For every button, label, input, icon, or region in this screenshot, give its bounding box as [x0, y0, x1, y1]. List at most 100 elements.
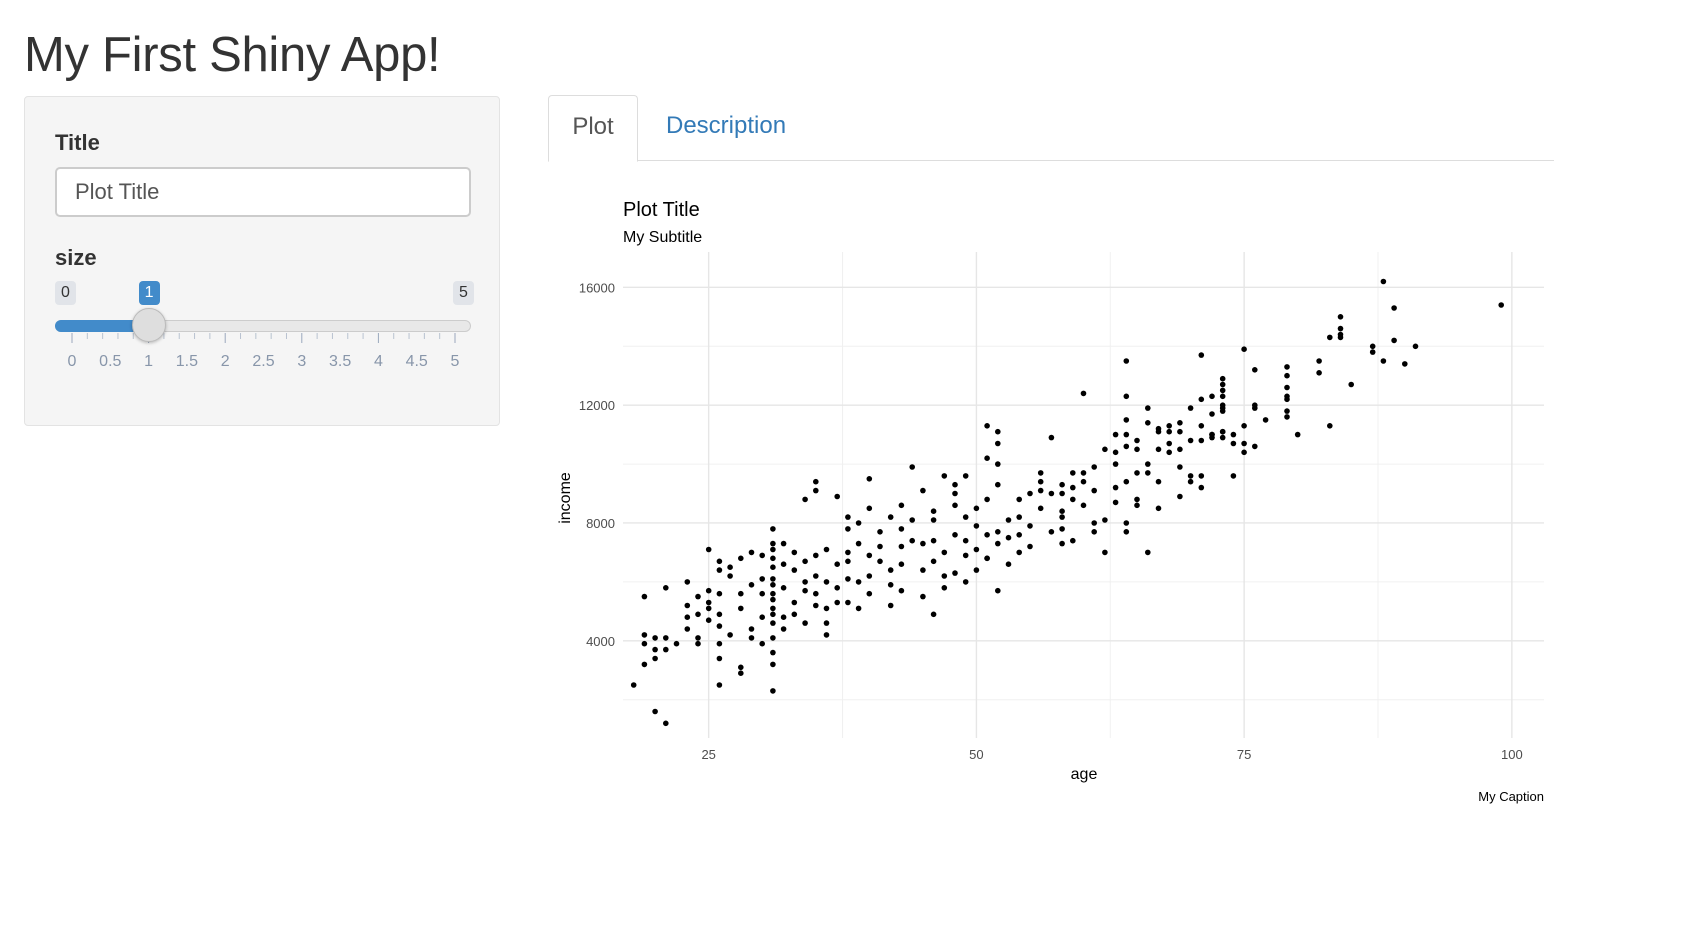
scatter-point	[1134, 446, 1140, 453]
slider-tick-label: 1	[144, 353, 153, 370]
scatter-point	[1016, 549, 1022, 556]
scatter-point	[930, 611, 937, 618]
scatter-point	[641, 640, 648, 647]
scatter-point	[941, 473, 948, 479]
scatter-point	[1219, 381, 1226, 388]
scatter-point	[920, 540, 926, 547]
scatter-point	[663, 720, 669, 727]
scatter-point	[1059, 481, 1065, 488]
scatter-point	[1112, 431, 1119, 438]
scatter-point	[909, 517, 915, 523]
scatter-plot: 25 50 75 100 4000 8000 12000 16000 Plot Title M…	[557, 199, 1544, 804]
scatter-point	[652, 646, 658, 653]
scatter-point	[1059, 508, 1065, 514]
scatter-point	[695, 611, 701, 618]
scatter-point	[1070, 537, 1076, 544]
scatter-point	[941, 585, 948, 591]
scatter-point	[748, 635, 755, 641]
scatter-point	[952, 502, 958, 509]
scatter-point	[1102, 517, 1108, 523]
scatter-point	[952, 570, 958, 576]
scatter-point	[716, 611, 723, 618]
scatter-point	[845, 514, 851, 520]
scatter-point	[1380, 278, 1387, 285]
scatter-point	[1016, 532, 1022, 538]
scatter-point	[759, 552, 765, 559]
scatter-point	[748, 549, 755, 556]
scatter-point	[1059, 514, 1065, 520]
scatter-point	[866, 505, 873, 512]
scatter-point	[1112, 449, 1119, 456]
scatter-point	[1080, 502, 1087, 509]
scatter-point	[641, 661, 648, 668]
scatter-point	[1166, 428, 1172, 435]
scatter-point	[759, 640, 765, 647]
tab-plot[interactable]: Plot	[548, 95, 638, 162]
scatter-point	[1070, 484, 1076, 491]
scatter-point	[962, 537, 969, 544]
scatter-point	[962, 552, 969, 559]
scatter-point	[716, 623, 723, 629]
scatter-point	[1391, 337, 1397, 344]
scatter-point	[1155, 446, 1162, 453]
scatter-point	[802, 496, 808, 503]
scatter-point	[1059, 540, 1065, 547]
scatter-point	[973, 505, 980, 512]
scatter-point	[1294, 431, 1301, 438]
scatter-point	[1219, 408, 1226, 414]
scatter-point	[759, 614, 765, 620]
app-title: My First Shiny App!	[24, 28, 441, 82]
scatter-point	[845, 526, 851, 532]
sidebar-panel: Title size 0 5 1 0 0.5 1 1.5 2 2.5 3 3.5 4 4.5 5	[24, 96, 500, 426]
scatter-point	[770, 605, 776, 612]
scatter-point	[684, 579, 691, 585]
scatter-point	[1198, 423, 1205, 429]
tab-description[interactable]: Description	[666, 112, 787, 139]
scatter-point	[845, 549, 851, 556]
scatter-point	[1316, 370, 1322, 376]
scatter-point	[1187, 478, 1194, 485]
scatter-point	[1241, 423, 1247, 429]
scatter-point	[1037, 478, 1044, 485]
scatter-point	[1219, 393, 1226, 400]
scatter-point	[1337, 325, 1344, 332]
slider-value-badge: 1	[138, 281, 160, 305]
scatter-point	[738, 590, 744, 597]
slider-tick-label: 4	[374, 353, 383, 370]
scatter-point	[1155, 478, 1162, 485]
scatter-point	[770, 540, 776, 547]
slider-fill-bar	[55, 320, 149, 332]
plot-subtitle: My Subtitle	[623, 229, 702, 246]
title-input[interactable]	[55, 167, 471, 217]
scatter-point	[1412, 343, 1419, 350]
slider-tick-label: 2	[221, 353, 230, 370]
scatter-point	[705, 617, 712, 623]
scatter-point	[984, 496, 990, 503]
scatter-point	[716, 567, 723, 573]
scatter-point	[1402, 361, 1408, 367]
scatter-point	[770, 564, 776, 570]
scatter-point	[1134, 496, 1140, 503]
slider-tick-label: 1.5	[176, 353, 198, 370]
scatter-point	[1123, 417, 1130, 423]
x-tick-label: 75	[1237, 747, 1251, 762]
scatter-point	[984, 455, 990, 462]
scatter-point	[1112, 461, 1119, 467]
scatter-point	[887, 567, 894, 573]
scatter-point	[738, 605, 744, 612]
scatter-point	[738, 555, 744, 562]
plot-title: Plot Title	[623, 199, 700, 221]
scatter-point	[973, 523, 980, 529]
scatter-point	[1252, 443, 1258, 450]
scatter-point	[952, 481, 958, 488]
slider-handle[interactable]	[131, 308, 166, 342]
scatter-point	[984, 423, 990, 429]
scatter-point	[813, 602, 819, 609]
scatter-point	[920, 593, 926, 600]
scatter-point	[834, 493, 840, 500]
scatter-point	[802, 558, 808, 565]
scatter-point	[920, 567, 926, 573]
scatter-point	[1284, 396, 1290, 403]
scatter-point	[834, 561, 840, 567]
scatter-point	[1219, 428, 1226, 435]
